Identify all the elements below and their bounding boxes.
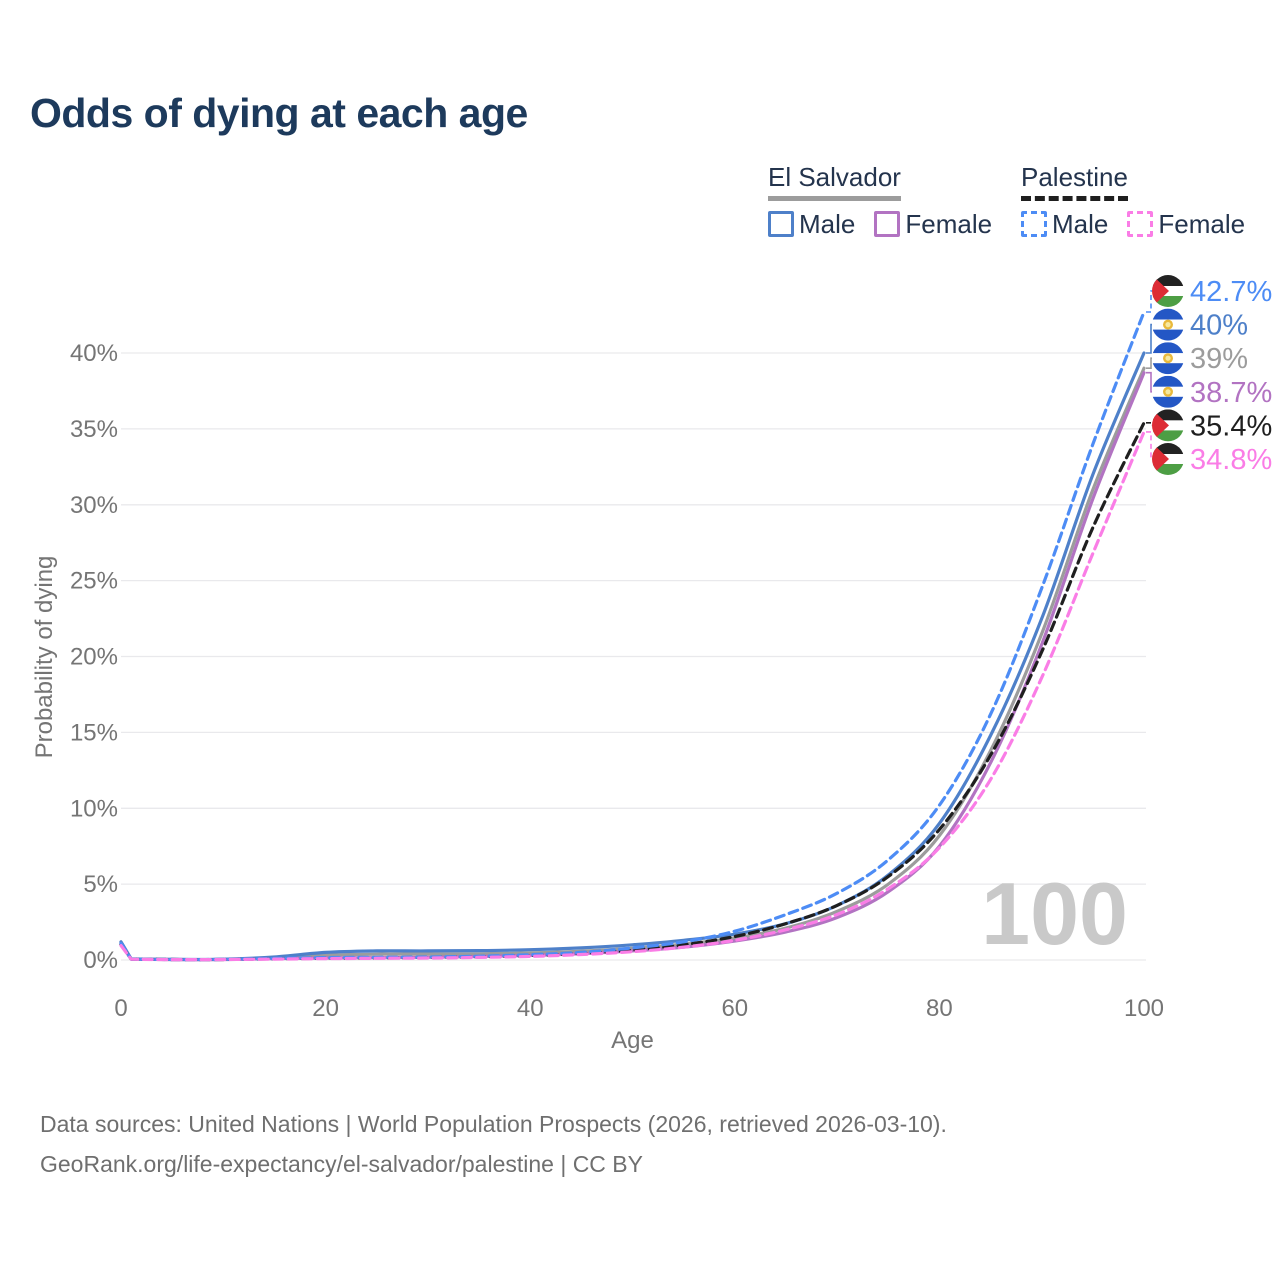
legend-item-label: Male bbox=[1052, 208, 1109, 239]
y-tick-label: 40% bbox=[70, 340, 118, 367]
label-connector bbox=[1146, 371, 1152, 393]
legend-country-el-salvador[interactable]: El Salvador bbox=[768, 163, 901, 201]
page-title: Odds of dying at each age bbox=[30, 90, 528, 136]
end-value-label-palestine-female: 34.8% bbox=[1190, 444, 1272, 476]
label-connector bbox=[1146, 422, 1152, 427]
palestine-flag-icon bbox=[1152, 275, 1184, 307]
end-value-label-el-salvador-both: 39% bbox=[1190, 343, 1248, 375]
y-axis-title: Probability of dying bbox=[31, 556, 58, 759]
end-value-label-el-salvador-male: 40% bbox=[1190, 310, 1248, 342]
y-tick-label: 5% bbox=[83, 871, 118, 898]
x-tick-label: 0 bbox=[114, 995, 127, 1022]
x-axis-title: Age bbox=[611, 1027, 654, 1054]
y-tick-label: 10% bbox=[70, 795, 118, 822]
female-line-swatch-icon bbox=[874, 211, 901, 238]
y-tick-label: 30% bbox=[70, 492, 118, 519]
legend-item-label: Female bbox=[905, 208, 993, 239]
end-value-label-el-salvador-female: 38.7% bbox=[1190, 377, 1272, 409]
series-line-el-salvador-male[interactable] bbox=[119, 351, 1146, 962]
x-tick-label: 20 bbox=[312, 995, 339, 1022]
male-line-swatch-icon bbox=[768, 211, 794, 238]
series-line-palestine-female[interactable] bbox=[119, 430, 1146, 962]
legend-item-el-salvador-male[interactable]: Male bbox=[768, 209, 855, 240]
y-tick-label: 25% bbox=[70, 568, 118, 595]
footer: Data sources: United Nations | World Pop… bbox=[40, 1104, 947, 1184]
y-tick-label: 0% bbox=[83, 947, 118, 974]
label-connector bbox=[1146, 357, 1152, 369]
el-salvador-flag-icon bbox=[1152, 342, 1184, 375]
palestine-flag-icon bbox=[1152, 443, 1184, 475]
legend-country-palestine[interactable]: Palestine bbox=[1021, 163, 1128, 201]
legend-group-el-salvador: El Salvador Male Female bbox=[768, 163, 992, 240]
legend-item-label: Female bbox=[1158, 208, 1246, 239]
label-connector bbox=[1146, 290, 1152, 313]
age-counter-watermark: 100 bbox=[981, 864, 1128, 963]
x-tick-label: 100 bbox=[1124, 995, 1164, 1022]
legend-item-palestine-male[interactable]: Male bbox=[1021, 209, 1108, 240]
x-tick-label: 40 bbox=[517, 995, 544, 1022]
legend-item-palestine-female[interactable]: Female bbox=[1127, 209, 1245, 240]
attribution-line: GeoRank.org/life-expectancy/el-salvador/… bbox=[40, 1151, 643, 1177]
data-sources-line: Data sources: United Nations | World Pop… bbox=[40, 1111, 947, 1137]
y-tick-label: 20% bbox=[70, 644, 118, 671]
y-tick-label: 15% bbox=[70, 719, 118, 746]
female-dashed-line-swatch-icon bbox=[1127, 211, 1154, 238]
legend-item-label: Male bbox=[799, 208, 856, 239]
el-salvador-flag-icon bbox=[1152, 375, 1184, 408]
series-line-palestine-both[interactable] bbox=[119, 421, 1146, 962]
el-salvador-flag-icon bbox=[1152, 308, 1184, 341]
end-value-label-palestine-both: 35.4% bbox=[1190, 410, 1272, 442]
series-line-palestine-male[interactable] bbox=[119, 310, 1146, 962]
male-dashed-line-swatch-icon bbox=[1021, 211, 1047, 238]
label-connector bbox=[1146, 431, 1152, 460]
legend-item-el-salvador-female[interactable]: Female bbox=[874, 209, 992, 240]
x-tick-label: 60 bbox=[721, 995, 748, 1022]
palestine-flag-icon bbox=[1152, 409, 1184, 442]
end-value-label-palestine-male: 42.7% bbox=[1190, 276, 1272, 308]
legend-group-palestine: Palestine Male Female bbox=[1021, 163, 1245, 240]
y-tick-label: 35% bbox=[70, 416, 118, 443]
label-connector bbox=[1146, 323, 1152, 354]
x-tick-label: 80 bbox=[926, 995, 953, 1022]
